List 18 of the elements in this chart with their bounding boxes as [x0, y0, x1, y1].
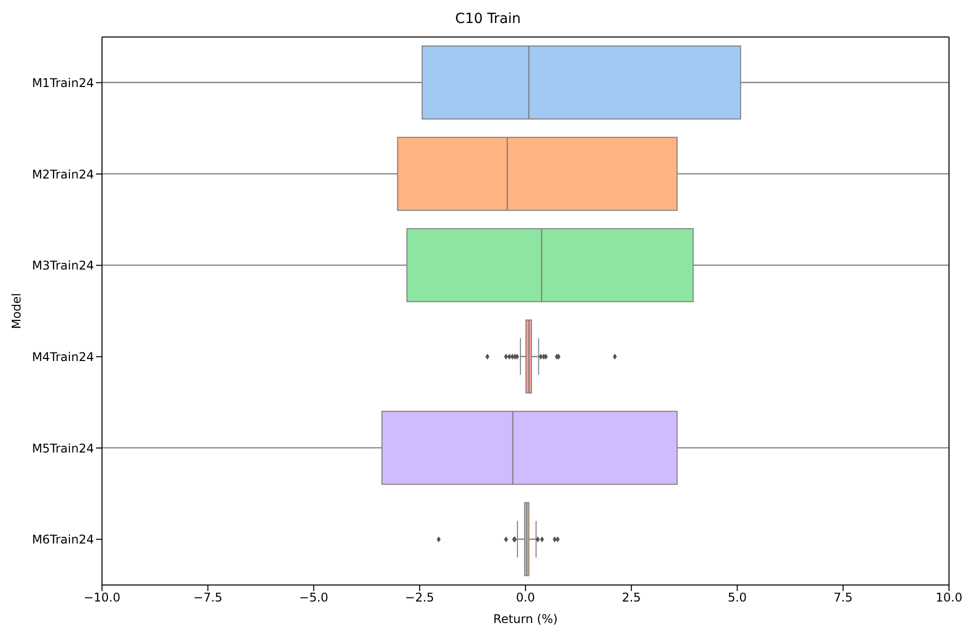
x-tick-label: 5.0 — [728, 590, 747, 605]
x-tick-label: 10.0 — [936, 590, 962, 605]
y-axis-title: Model — [9, 292, 24, 330]
y-tick-label: M4Train24 — [32, 350, 94, 364]
x-tick-label: 0.0 — [516, 590, 536, 605]
x-tick-label: −7.5 — [193, 590, 222, 605]
y-tick-label: M6Train24 — [32, 532, 94, 547]
chart-title: C10 Train — [454, 10, 522, 29]
x-tick-label: −2.5 — [405, 590, 434, 605]
x-tick-label: 7.5 — [834, 590, 853, 605]
x-tick-label: −10.0 — [84, 590, 120, 605]
y-tick-label: M1Train24 — [32, 76, 94, 90]
y-tick-label: M5Train24 — [32, 441, 94, 456]
x-tick-label: 2.5 — [622, 590, 641, 605]
x-tick-label: −5.0 — [299, 590, 328, 605]
x-axis-title: Return (%) — [493, 612, 558, 626]
y-tick-label: M2Train24 — [32, 167, 94, 182]
y-tick-label: M3Train24 — [32, 258, 94, 273]
